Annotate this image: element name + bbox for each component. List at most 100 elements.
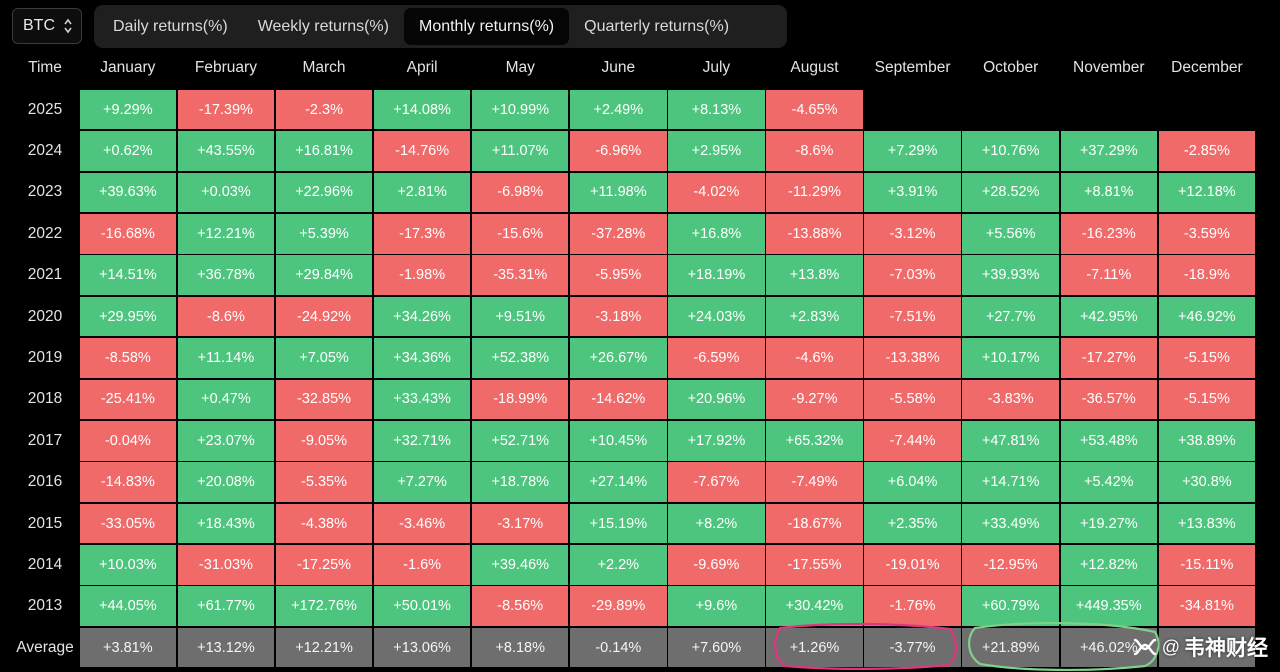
top-bar: BTC Daily returns(%) Weekly returns(%) Mon…: [0, 0, 1280, 54]
year-label: 2023: [27, 183, 63, 201]
return-cell: -32.85%: [275, 379, 373, 420]
return-cell: +24.03%: [668, 296, 765, 337]
return-cell: -8.6%: [766, 131, 863, 171]
watermark-text: 韦神财经: [1184, 637, 1268, 660]
return-cell: -17.25%: [275, 545, 373, 585]
return-cell: -7.03%: [864, 255, 961, 295]
return-cell: +10.17%: [962, 338, 1059, 378]
average-cell: -3.77%: [864, 627, 961, 668]
return-cell: -17.27%: [1060, 338, 1158, 378]
returns-table: Time January February March April May June July…: [12, 48, 1256, 668]
year-label: 2020: [27, 307, 63, 325]
return-cell: [1061, 90, 1158, 130]
return-cell: +16.8%: [668, 213, 765, 254]
return-cell: +7.27%: [373, 462, 471, 502]
return-cell: +12.21%: [177, 213, 275, 254]
return-cell: -7.11%: [1060, 255, 1158, 295]
asset-select[interactable]: BTC: [12, 8, 82, 44]
return-cell: -35.31%: [471, 255, 569, 295]
average-cell: +3.81%: [79, 627, 177, 668]
return-cell: -2.3%: [275, 89, 373, 130]
tab-weekly[interactable]: Weekly returns(%): [257, 17, 389, 35]
return-cell: +2.2%: [570, 545, 667, 585]
return-cell: +39.63%: [79, 172, 177, 213]
return-cell: -19.01%: [864, 545, 961, 585]
month-header: April: [406, 59, 438, 76]
return-cell: -17.55%: [766, 545, 863, 585]
return-cell: -9.05%: [275, 420, 373, 461]
year-label: 2019: [27, 348, 63, 366]
return-cell: +18.78%: [471, 462, 569, 502]
return-cell: +11.98%: [570, 172, 667, 213]
return-cell: +2.81%: [373, 172, 471, 213]
average-cell: +8.18%: [471, 627, 569, 668]
return-cell: -8.6%: [177, 296, 275, 337]
return-cell: -1.98%: [373, 255, 471, 295]
month-header: October: [983, 59, 1039, 76]
return-cell: +2.83%: [766, 296, 863, 337]
return-cell: +47.81%: [962, 420, 1059, 461]
year-label: 2014: [27, 555, 63, 573]
return-cell: +12.82%: [1060, 545, 1158, 585]
return-cell: +16.81%: [275, 131, 373, 171]
return-cell: +42.95%: [1060, 296, 1158, 337]
tab-quarterly[interactable]: Quarterly returns(%): [584, 17, 730, 35]
return-cell: -9.69%: [668, 545, 765, 585]
return-cell: +22.96%: [275, 172, 373, 213]
asset-select-value: BTC: [23, 17, 55, 34]
return-cell: -6.59%: [668, 338, 765, 378]
return-cell: +7.29%: [864, 131, 961, 171]
return-cell: +13.83%: [1158, 503, 1256, 544]
return-cell: +10.45%: [570, 420, 667, 461]
year-label: 2016: [27, 473, 63, 491]
year-label: 2015: [27, 514, 63, 532]
watermark: @ 韦神财经: [1132, 634, 1268, 660]
return-cell: +3.91%: [864, 172, 961, 213]
return-cell: -8.56%: [471, 586, 569, 627]
return-cell: +9.51%: [471, 296, 569, 337]
return-cell: -13.38%: [864, 338, 961, 378]
return-cell: +32.71%: [373, 420, 471, 461]
return-cell: -16.68%: [79, 213, 177, 254]
return-cell: +9.6%: [668, 586, 765, 627]
tab-daily[interactable]: Daily returns(%): [113, 17, 228, 35]
return-cell: -31.03%: [177, 545, 275, 585]
return-cell: -13.88%: [766, 213, 863, 254]
return-cell: -37.28%: [570, 213, 667, 254]
return-cell: +19.27%: [1060, 503, 1158, 544]
return-cell: +65.32%: [766, 420, 863, 461]
return-cell: +29.95%: [79, 296, 177, 337]
return-cell: +33.49%: [962, 503, 1059, 544]
return-cell: +30.8%: [1158, 462, 1256, 502]
return-cell: -8.58%: [79, 338, 177, 378]
return-cell: -15.6%: [471, 213, 569, 254]
return-cell: +44.05%: [79, 586, 177, 627]
average-cell: +21.89%: [962, 627, 1059, 668]
return-cell: -7.44%: [864, 420, 961, 461]
return-cell: +8.13%: [668, 89, 765, 130]
return-cell: -7.49%: [766, 462, 863, 502]
return-cell: -14.76%: [373, 131, 471, 171]
return-cell: +28.52%: [962, 172, 1059, 213]
month-header: February: [194, 59, 257, 76]
return-cell: +46.92%: [1158, 296, 1256, 337]
return-cell: -36.57%: [1060, 379, 1158, 420]
year-label: 2022: [27, 224, 63, 242]
return-cell: +52.38%: [471, 338, 569, 378]
tab-monthly[interactable]: Monthly returns(%): [403, 8, 570, 45]
return-cell: -25.41%: [79, 379, 177, 420]
return-cell: -4.65%: [766, 89, 863, 130]
return-cell: +13.8%: [766, 255, 863, 295]
return-cell: +38.89%: [1158, 420, 1256, 461]
time-header: Time: [28, 59, 62, 76]
return-cell: -6.98%: [471, 172, 569, 213]
return-cell: [1159, 90, 1256, 130]
average-cell: +7.60%: [668, 627, 765, 668]
return-cell: +6.04%: [864, 462, 961, 502]
year-label: 2013: [27, 597, 63, 615]
return-cell: -1.6%: [373, 545, 471, 585]
year-label: 2024: [27, 141, 63, 159]
return-cell: +11.07%: [471, 131, 569, 171]
wechat-channels-icon: [1133, 638, 1156, 656]
return-cell: +10.03%: [79, 545, 177, 585]
